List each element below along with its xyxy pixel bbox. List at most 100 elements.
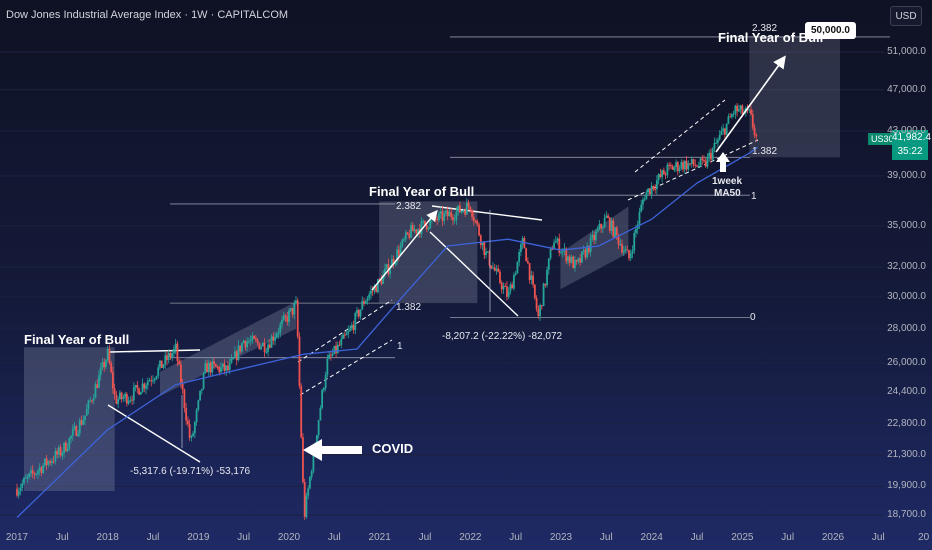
candle-body <box>427 227 430 230</box>
candle-body <box>291 308 294 315</box>
candle-body <box>21 483 24 488</box>
currency-button[interactable]: USD <box>890 6 922 26</box>
candle-body <box>528 263 531 280</box>
candle-body <box>85 408 88 416</box>
candle-body <box>45 458 48 465</box>
candle-body <box>682 161 684 170</box>
target-price-label: 50,000.0 <box>805 22 856 39</box>
candle-body <box>568 256 571 263</box>
candle-body <box>106 348 109 361</box>
candle-body <box>321 389 324 408</box>
candle-body <box>282 315 285 320</box>
candle-body <box>295 300 297 304</box>
candle-body <box>63 442 65 454</box>
candle-body <box>115 394 118 404</box>
candle-body <box>59 447 62 456</box>
candle-body <box>343 334 346 336</box>
candle-body <box>462 210 465 212</box>
x-tick-label: Jul <box>418 532 432 543</box>
candle-body <box>206 363 208 373</box>
candle-body <box>305 495 308 517</box>
candle-body <box>354 313 357 331</box>
candle-body <box>153 378 156 381</box>
candle-body <box>664 174 667 176</box>
peak-line-2018 <box>109 349 201 353</box>
candle-body <box>373 286 376 291</box>
candle-body <box>178 360 181 365</box>
candle-body <box>370 290 372 295</box>
candle-body <box>617 234 620 245</box>
candle-body <box>77 433 79 436</box>
candle-body <box>183 389 186 409</box>
candle-body <box>683 160 686 170</box>
candle-body <box>268 344 271 348</box>
candle-body <box>218 366 221 373</box>
candle-body <box>533 284 536 298</box>
candle-body <box>89 400 92 402</box>
candle-body <box>363 301 365 304</box>
candle-body <box>307 488 310 496</box>
candle-body <box>715 142 718 144</box>
candle-body <box>275 333 278 338</box>
candle-body <box>450 212 453 218</box>
candle-body <box>390 258 393 268</box>
candle-body <box>710 152 712 160</box>
candle-body <box>199 390 201 401</box>
candle-body <box>628 250 630 259</box>
candle-body <box>621 244 623 253</box>
candle-body <box>167 353 170 361</box>
candle-body <box>195 409 198 423</box>
candle-body <box>382 274 385 284</box>
highlight-box <box>379 201 478 304</box>
x-tick-label: 2017 <box>5 532 29 543</box>
candle-body <box>120 392 123 400</box>
candle-body <box>228 362 231 371</box>
candle-body <box>24 477 27 479</box>
candle-body <box>253 336 256 339</box>
candle-body <box>492 267 494 269</box>
candle-body <box>71 429 74 436</box>
candle-body <box>244 340 247 348</box>
candle-body <box>171 353 174 358</box>
fib-levels <box>170 36 890 359</box>
candle-body <box>92 398 95 401</box>
candle-body <box>560 251 562 253</box>
candle-body <box>220 367 222 373</box>
candle-body <box>340 338 343 346</box>
candle-body <box>587 245 590 253</box>
candle-body <box>277 332 280 334</box>
candle-body <box>193 422 196 434</box>
candle-body <box>472 217 475 221</box>
candle-body <box>129 399 132 401</box>
candle-body <box>80 420 83 425</box>
candle-body <box>30 470 32 474</box>
candle-body <box>556 238 559 242</box>
candle-body <box>138 388 140 395</box>
candle-body <box>650 185 653 195</box>
candle-body <box>404 232 407 240</box>
candle-body <box>659 174 662 177</box>
candle-body <box>601 227 604 229</box>
peak-line-2022 <box>431 205 543 221</box>
candle-body <box>110 363 113 373</box>
candle-body <box>108 348 111 364</box>
candle-body <box>272 336 275 341</box>
candle-body <box>258 342 261 350</box>
candle-body <box>488 251 491 266</box>
candle-body <box>181 384 184 390</box>
candle-body <box>113 388 116 395</box>
candle-body <box>704 160 707 167</box>
candle-body <box>413 229 416 232</box>
candle-body <box>336 344 339 353</box>
candle-body <box>256 340 259 343</box>
candle-body <box>457 205 460 212</box>
candle-body <box>525 248 528 262</box>
candle-body <box>103 362 106 368</box>
dashed-channel-2020-upper <box>297 299 393 363</box>
candle-body <box>729 116 732 118</box>
candle-body <box>105 360 107 368</box>
candle-body <box>671 166 674 170</box>
candle-body <box>134 385 137 388</box>
